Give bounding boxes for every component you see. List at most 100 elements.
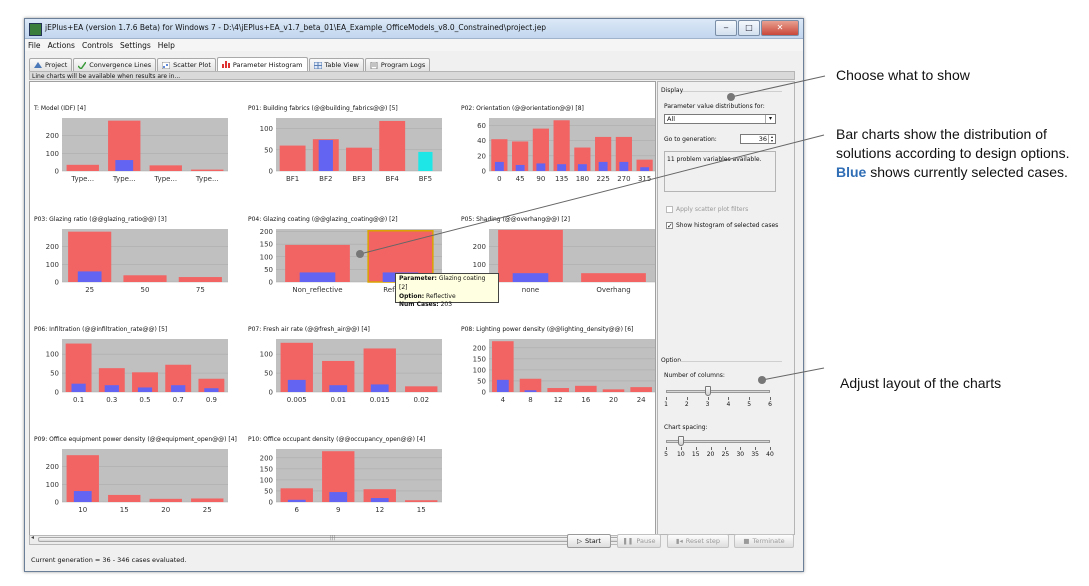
menu-help[interactable]: Help: [157, 40, 175, 50]
bar-all-cases[interactable]: [66, 164, 99, 171]
minimize-button[interactable]: ‒: [715, 20, 737, 36]
plot-area: [62, 118, 228, 171]
spacing-slider[interactable]: 5 10 15 20 25 30 35 40: [664, 436, 776, 464]
bar-all-cases[interactable]: [519, 378, 542, 392]
bar-all-cases[interactable]: [346, 147, 372, 171]
scroll-left-icon[interactable]: ◂: [31, 534, 35, 541]
slider-knob[interactable]: [677, 436, 684, 446]
columns-slider[interactable]: 1 2 3 4 5 6: [664, 386, 776, 414]
bar-selected-cases[interactable]: [77, 271, 102, 282]
bar-all-cases[interactable]: [149, 498, 182, 502]
bar-selected-cases[interactable]: [318, 140, 333, 171]
spinner-arrows-icon[interactable]: ▴ ▾: [768, 135, 775, 143]
scatter-icon: [161, 61, 171, 69]
bar-all-cases[interactable]: [581, 273, 646, 282]
y-tick-label: 200: [46, 463, 59, 471]
bar-selected-cases[interactable]: [524, 390, 537, 392]
bar-selected-cases[interactable]: [71, 383, 86, 392]
title-bar[interactable]: jEPlus+EA (version 1.7.6 Beta) for Windo…: [25, 19, 803, 39]
bar-selected-cases[interactable]: [370, 384, 389, 392]
pause-button[interactable]: ❚❚ Pause: [617, 534, 661, 548]
tab-convergence-lines[interactable]: Convergence Lines: [73, 58, 157, 71]
slider-track[interactable]: [666, 440, 770, 443]
scrollbar-thumb[interactable]: [38, 537, 636, 542]
tab-program-logs[interactable]: Program Logs: [364, 58, 431, 71]
slider-track[interactable]: [666, 390, 770, 393]
menu-controls[interactable]: Controls: [81, 40, 113, 50]
horizontal-scrollbar[interactable]: ◂ ||| ▸: [29, 534, 650, 545]
show-histogram-checkbox[interactable]: ✓ Show histogram of selected cases: [666, 222, 778, 230]
bar-selected-cases[interactable]: [115, 160, 134, 171]
bar-selected-cases[interactable]: [418, 151, 433, 171]
bar-selected-cases[interactable]: [512, 273, 549, 282]
bar-all-cases[interactable]: [280, 488, 313, 502]
bar-selected-cases[interactable]: [171, 385, 186, 392]
tab-scatter-plot[interactable]: Scatter Plot: [157, 58, 216, 71]
bar-selected-cases[interactable]: [370, 498, 389, 502]
bar-all-cases[interactable]: [108, 494, 141, 502]
bar-all-cases[interactable]: [123, 275, 167, 282]
bar-selected-cases[interactable]: [73, 491, 92, 502]
bar-all-cases[interactable]: [575, 385, 597, 392]
maximize-button[interactable]: □: [738, 20, 760, 36]
bar-selected-cases[interactable]: [299, 272, 336, 282]
bar-selected-cases[interactable]: [104, 385, 119, 392]
distribution-label: Parameter value distributions for:: [664, 103, 765, 110]
y-tick-label: 100: [260, 476, 273, 484]
bar-all-cases[interactable]: [547, 388, 569, 392]
bar-all-cases[interactable]: [405, 386, 438, 392]
bar-selected-cases[interactable]: [204, 388, 219, 392]
bar-all-cases[interactable]: [553, 120, 570, 171]
bar-selected-cases[interactable]: [536, 163, 546, 171]
bar-all-cases[interactable]: [149, 165, 182, 171]
chevron-down-icon[interactable]: ▾: [765, 115, 775, 123]
bar-selected-cases[interactable]: [494, 161, 504, 171]
bar-all-cases[interactable]: [405, 500, 438, 502]
bar-selected-cases[interactable]: [287, 499, 306, 502]
checkmark-icon[interactable]: ✓: [666, 222, 673, 230]
x-tick-label: Non_reflective: [292, 286, 342, 294]
bar-selected-cases[interactable]: [577, 164, 587, 171]
bar-selected-cases[interactable]: [496, 379, 509, 392]
apply-filters-checkbox[interactable]: Apply scatter plot filters: [666, 206, 748, 213]
checkbox-box[interactable]: [666, 206, 673, 213]
bar-all-cases[interactable]: [602, 389, 625, 392]
bar-all-cases[interactable]: [279, 145, 306, 171]
bar-all-cases[interactable]: [191, 498, 224, 502]
bar-selected-cases[interactable]: [137, 387, 153, 392]
tab-table-view[interactable]: Table View: [308, 58, 364, 71]
bar-selected-cases[interactable]: [329, 385, 348, 392]
bar-all-cases[interactable]: [132, 372, 158, 392]
bar-selected-cases[interactable]: [515, 164, 525, 171]
bar-selected-cases[interactable]: [329, 492, 348, 502]
bar-all-cases[interactable]: [191, 169, 224, 171]
terminate-label: Terminate: [752, 537, 785, 545]
terminate-button[interactable]: ■ Terminate: [734, 534, 794, 548]
tab-parameter-histogram[interactable]: Parameter Histogram: [216, 57, 308, 71]
bar-selected-cases[interactable]: [557, 164, 567, 171]
tooltip-key: Option:: [399, 292, 425, 300]
bar-all-cases[interactable]: [492, 341, 514, 392]
close-button[interactable]: ✕: [761, 20, 799, 36]
distribution-select[interactable]: All ▾: [664, 114, 776, 124]
menu-file[interactable]: File: [28, 40, 41, 50]
menu-actions[interactable]: Actions: [47, 40, 75, 50]
tab-project[interactable]: Project: [29, 58, 73, 71]
start-button[interactable]: ▷ Start: [567, 534, 611, 548]
bar-tooltip: Parameter: Glazing coating [2] Option: R…: [395, 273, 499, 308]
bar-all-cases[interactable]: [630, 387, 652, 392]
bar-selected-cases[interactable]: [640, 167, 650, 171]
bar-selected-cases[interactable]: [287, 379, 306, 392]
y-tick-label: 50: [264, 266, 273, 274]
menu-settings[interactable]: Settings: [120, 40, 151, 50]
goto-generation-spinner[interactable]: 36 ▴ ▾: [740, 134, 776, 144]
bar-selected-cases[interactable]: [598, 161, 608, 171]
reset-step-button[interactable]: ▮◂ Reset step: [667, 534, 729, 548]
annotation-line: shows currently selected cases.: [866, 164, 1068, 180]
option-separator: [680, 361, 782, 362]
bar-selected-cases[interactable]: [619, 161, 629, 171]
columns-label: Number of columns:: [664, 372, 725, 379]
bar-all-cases[interactable]: [178, 277, 222, 282]
bar-all-cases[interactable]: [379, 120, 406, 171]
slider-knob[interactable]: [704, 386, 711, 396]
